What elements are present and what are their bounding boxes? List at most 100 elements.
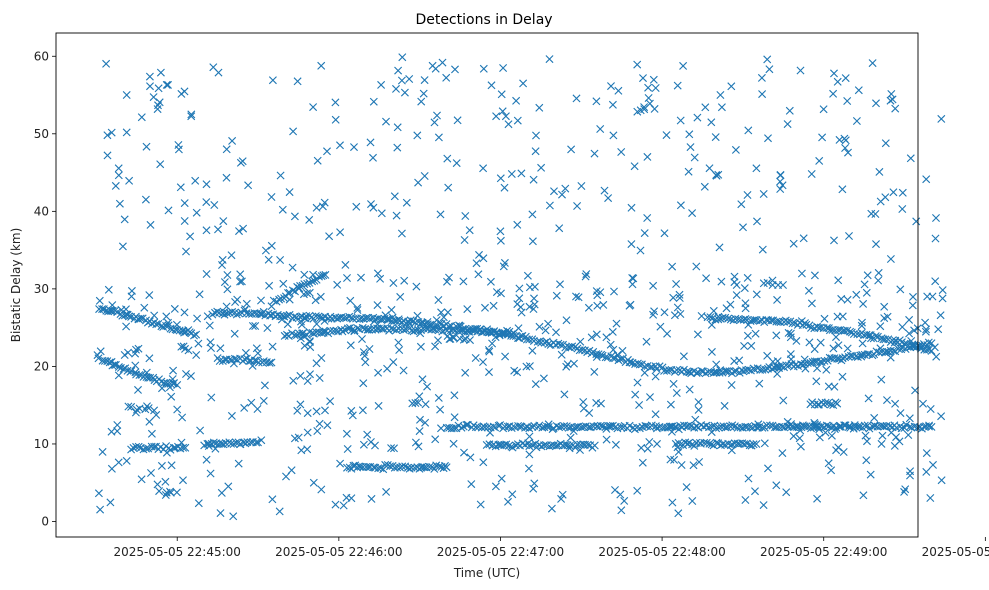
data-point [683,439,692,448]
data-point [319,271,328,280]
data-point [416,415,424,424]
data-point [556,340,565,349]
data-point [870,421,879,430]
data-point [807,170,816,178]
data-point [141,195,150,204]
data-point [924,338,933,347]
data-point [331,98,340,107]
data-point [618,346,627,355]
data-point [860,280,869,289]
data-point [673,443,682,452]
data-point [633,486,642,495]
data-point [815,425,824,434]
data-point [530,282,539,291]
data-point [343,445,352,453]
data-point [737,200,746,209]
data-point [656,322,665,331]
data-point [479,458,488,467]
data-point [235,309,244,318]
data-point [427,325,436,334]
data-point [538,423,547,432]
data-point [827,431,836,440]
data-point [751,329,760,338]
data-point [164,80,172,89]
data-point [759,279,768,288]
data-point [524,439,533,448]
data-point [396,463,405,472]
data-point [721,313,730,322]
data-point [485,347,494,356]
data-point [204,442,213,450]
data-point [107,464,116,473]
data-point [325,232,334,241]
data-point [289,127,298,136]
data-point [672,389,681,397]
data-point [829,89,838,98]
data-point [352,202,361,211]
data-point [864,394,873,403]
data-point [716,366,725,375]
data-point [321,406,329,415]
data-point [640,229,649,238]
data-point [844,148,852,157]
data-point [872,99,880,108]
data-point [296,334,305,343]
data-point [889,188,898,197]
data-point [818,133,827,142]
data-point [836,422,845,431]
data-point [793,421,802,430]
data-point [776,171,785,180]
data-point [390,444,398,453]
data-point [613,350,622,359]
data-point [743,273,752,282]
data-point [783,417,792,426]
data-point [145,291,154,300]
data-point [313,427,322,435]
data-point [843,344,852,353]
data-point [111,181,120,190]
data-point [898,323,907,331]
data-point [912,217,921,226]
data-point [579,404,588,413]
data-point [186,232,195,241]
data-point [127,286,136,295]
data-point [145,417,154,426]
data-point [922,449,931,458]
data-point [761,365,770,374]
data-point [414,178,423,187]
data-point [423,318,432,326]
data-point [931,234,940,243]
data-point [910,326,919,335]
data-point [640,368,649,377]
data-point [438,58,447,67]
data-point [517,169,526,178]
data-point [641,421,650,430]
data-point [867,334,875,343]
data-point [162,312,171,321]
data-point [541,326,550,335]
data-point [668,498,677,507]
data-point [474,270,483,279]
data-point [192,351,201,359]
data-point [838,372,847,381]
data-point [529,175,538,184]
data-point [318,202,327,211]
data-point [637,443,646,452]
data-point [279,279,288,288]
data-point [441,461,449,470]
data-point [142,444,151,453]
data-point [433,111,441,120]
data-point [565,441,574,450]
data-point [305,215,314,224]
data-point [425,463,434,471]
data-point [252,344,261,353]
data-point [854,86,863,95]
data-point [662,131,671,140]
data-point [450,424,458,433]
data-point [289,376,298,385]
data-point [303,279,312,288]
data-point [530,300,539,309]
data-point [929,460,937,469]
data-point [182,247,190,256]
data-point [134,314,143,323]
